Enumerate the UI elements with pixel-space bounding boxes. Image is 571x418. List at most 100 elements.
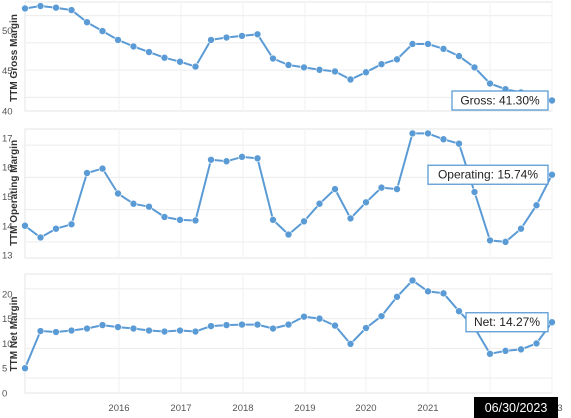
data-point[interactable] — [238, 153, 246, 161]
data-point[interactable] — [548, 318, 556, 327]
data-point[interactable] — [145, 202, 153, 211]
data-point[interactable] — [470, 63, 479, 72]
data-point[interactable] — [377, 60, 386, 68]
data-point[interactable] — [486, 236, 494, 245]
data-point[interactable] — [160, 53, 169, 62]
data-point[interactable] — [439, 135, 448, 144]
data-point[interactable] — [67, 220, 76, 229]
data-point[interactable] — [439, 45, 448, 53]
data-point[interactable] — [548, 96, 556, 105]
data-point[interactable] — [36, 2, 45, 10]
data-point[interactable] — [114, 36, 122, 44]
data-point[interactable] — [160, 213, 169, 221]
data-point[interactable] — [393, 293, 401, 301]
data-point[interactable] — [191, 327, 200, 336]
data-point[interactable] — [284, 230, 293, 239]
data-point[interactable] — [346, 75, 355, 84]
data-point[interactable] — [455, 307, 463, 315]
data-point[interactable] — [114, 189, 122, 198]
data-point[interactable] — [315, 66, 324, 74]
data-point[interactable] — [238, 32, 246, 40]
data-point[interactable] — [486, 79, 494, 88]
data-point[interactable] — [129, 199, 138, 208]
data-point[interactable] — [253, 320, 262, 329]
data-point[interactable] — [176, 216, 184, 224]
data-point[interactable] — [160, 327, 169, 336]
data-point[interactable] — [408, 276, 417, 285]
data-point[interactable] — [36, 327, 45, 335]
data-point[interactable] — [52, 3, 60, 12]
data-point[interactable] — [331, 67, 339, 76]
data-point[interactable] — [176, 57, 184, 66]
data-point[interactable] — [377, 312, 386, 320]
data-point[interactable] — [269, 324, 277, 333]
data-point[interactable] — [176, 326, 184, 335]
data-point[interactable] — [52, 328, 60, 336]
data-point[interactable] — [362, 198, 370, 207]
data-point[interactable] — [331, 185, 339, 193]
data-point[interactable] — [362, 68, 370, 77]
data-point[interactable] — [408, 40, 417, 48]
data-point[interactable] — [21, 4, 29, 13]
data-point[interactable] — [207, 36, 215, 44]
data-point[interactable] — [222, 321, 231, 329]
data-point[interactable] — [129, 324, 138, 333]
data-point[interactable] — [455, 139, 463, 148]
data-point[interactable] — [501, 347, 510, 355]
data-point[interactable] — [315, 314, 324, 323]
data-point[interactable] — [532, 201, 541, 210]
data-point[interactable] — [548, 170, 556, 179]
data-point[interactable] — [67, 326, 76, 335]
data-point[interactable] — [238, 320, 246, 329]
data-point[interactable] — [21, 221, 29, 230]
data-point[interactable] — [439, 289, 448, 298]
data-point[interactable] — [470, 188, 479, 196]
data-point[interactable] — [222, 33, 231, 42]
data-point[interactable] — [67, 6, 76, 14]
data-point[interactable] — [346, 340, 355, 348]
data-point[interactable] — [300, 217, 308, 226]
data-point[interactable] — [331, 321, 339, 330]
data-point[interactable] — [408, 129, 417, 138]
data-point[interactable] — [52, 224, 60, 233]
data-point[interactable] — [21, 364, 29, 373]
data-point[interactable] — [98, 321, 107, 329]
data-point[interactable] — [207, 322, 215, 330]
data-point[interactable] — [98, 27, 107, 35]
data-point[interactable] — [517, 224, 525, 233]
data-point[interactable] — [532, 339, 541, 348]
data-point[interactable] — [145, 48, 153, 56]
data-point[interactable] — [83, 324, 91, 333]
data-point[interactable] — [362, 324, 370, 332]
data-point[interactable] — [315, 199, 324, 208]
data-point[interactable] — [83, 169, 91, 177]
data-point[interactable] — [145, 326, 153, 335]
data-point[interactable] — [346, 214, 355, 223]
data-point[interactable] — [114, 323, 122, 331]
data-point[interactable] — [424, 40, 432, 48]
data-point[interactable] — [393, 55, 401, 64]
data-point[interactable] — [501, 238, 510, 246]
data-point[interactable] — [253, 154, 262, 163]
data-point[interactable] — [83, 18, 91, 26]
data-point[interactable] — [455, 52, 463, 60]
data-point[interactable] — [222, 157, 231, 166]
data-point[interactable] — [207, 155, 215, 164]
data-point[interactable] — [36, 233, 45, 242]
data-point[interactable] — [191, 62, 200, 71]
data-point[interactable] — [393, 185, 401, 193]
data-point[interactable] — [486, 350, 494, 358]
data-point[interactable] — [377, 183, 386, 192]
data-point[interactable] — [191, 216, 200, 225]
data-point[interactable] — [424, 287, 432, 296]
data-point[interactable] — [269, 216, 277, 224]
data-point[interactable] — [269, 54, 277, 63]
data-point[interactable] — [98, 164, 107, 173]
data-point[interactable] — [284, 320, 293, 329]
data-point[interactable] — [284, 61, 293, 69]
data-point[interactable] — [300, 312, 308, 321]
data-point[interactable] — [424, 129, 432, 138]
data-point[interactable] — [300, 63, 308, 72]
data-point[interactable] — [253, 30, 262, 39]
data-point[interactable] — [129, 42, 138, 51]
